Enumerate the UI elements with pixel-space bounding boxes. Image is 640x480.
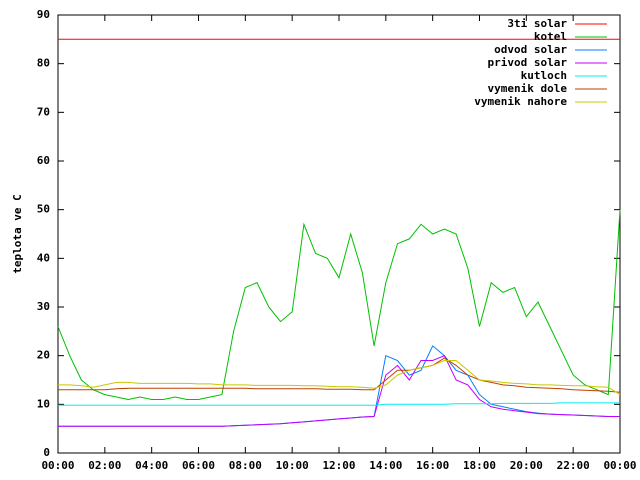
x-tick-label: 16:00 [416,459,449,472]
x-tick-label: 22:00 [557,459,590,472]
series-line [58,355,620,427]
y-tick-label: 70 [37,105,50,118]
y-tick-label: 50 [37,203,50,216]
series-line [58,402,620,406]
x-tick-label: 06:00 [182,459,215,472]
series-line [58,360,621,396]
legend-label: odvod solar [494,43,567,56]
series-line [58,345,620,427]
x-tick-label: 04:00 [135,459,168,472]
x-tick-label: 00:00 [603,459,636,472]
legend-label: kutloch [521,69,567,82]
x-tick-label: 00:00 [41,459,74,472]
legend-label: vymenik dole [488,82,568,95]
y-axis-label: teplota ve C [11,194,24,273]
x-tick-label: 02:00 [88,459,121,472]
legend-label: privod solar [488,56,568,69]
y-tick-label: 80 [37,57,50,70]
x-tick-label: 20:00 [510,459,543,472]
x-tick-label: 12:00 [322,459,355,472]
series-line [57,209,621,401]
y-tick-label: 30 [37,300,50,313]
y-tick-label: 0 [43,446,50,459]
legend-label: kotel [534,30,567,43]
legend-label: vymenik nahore [474,95,567,108]
x-tick-label: 14:00 [369,459,402,472]
y-tick-label: 60 [37,154,50,167]
x-tick-label: 10:00 [276,459,309,472]
x-tick-label: 18:00 [463,459,496,472]
series-line [58,357,621,393]
y-tick-label: 40 [37,251,50,264]
x-tick-label: 08:00 [229,459,262,472]
legend-label: 3ti solar [507,17,567,30]
y-tick-label: 20 [37,349,50,362]
y-tick-label: 90 [37,8,50,21]
y-tick-label: 10 [37,397,50,410]
